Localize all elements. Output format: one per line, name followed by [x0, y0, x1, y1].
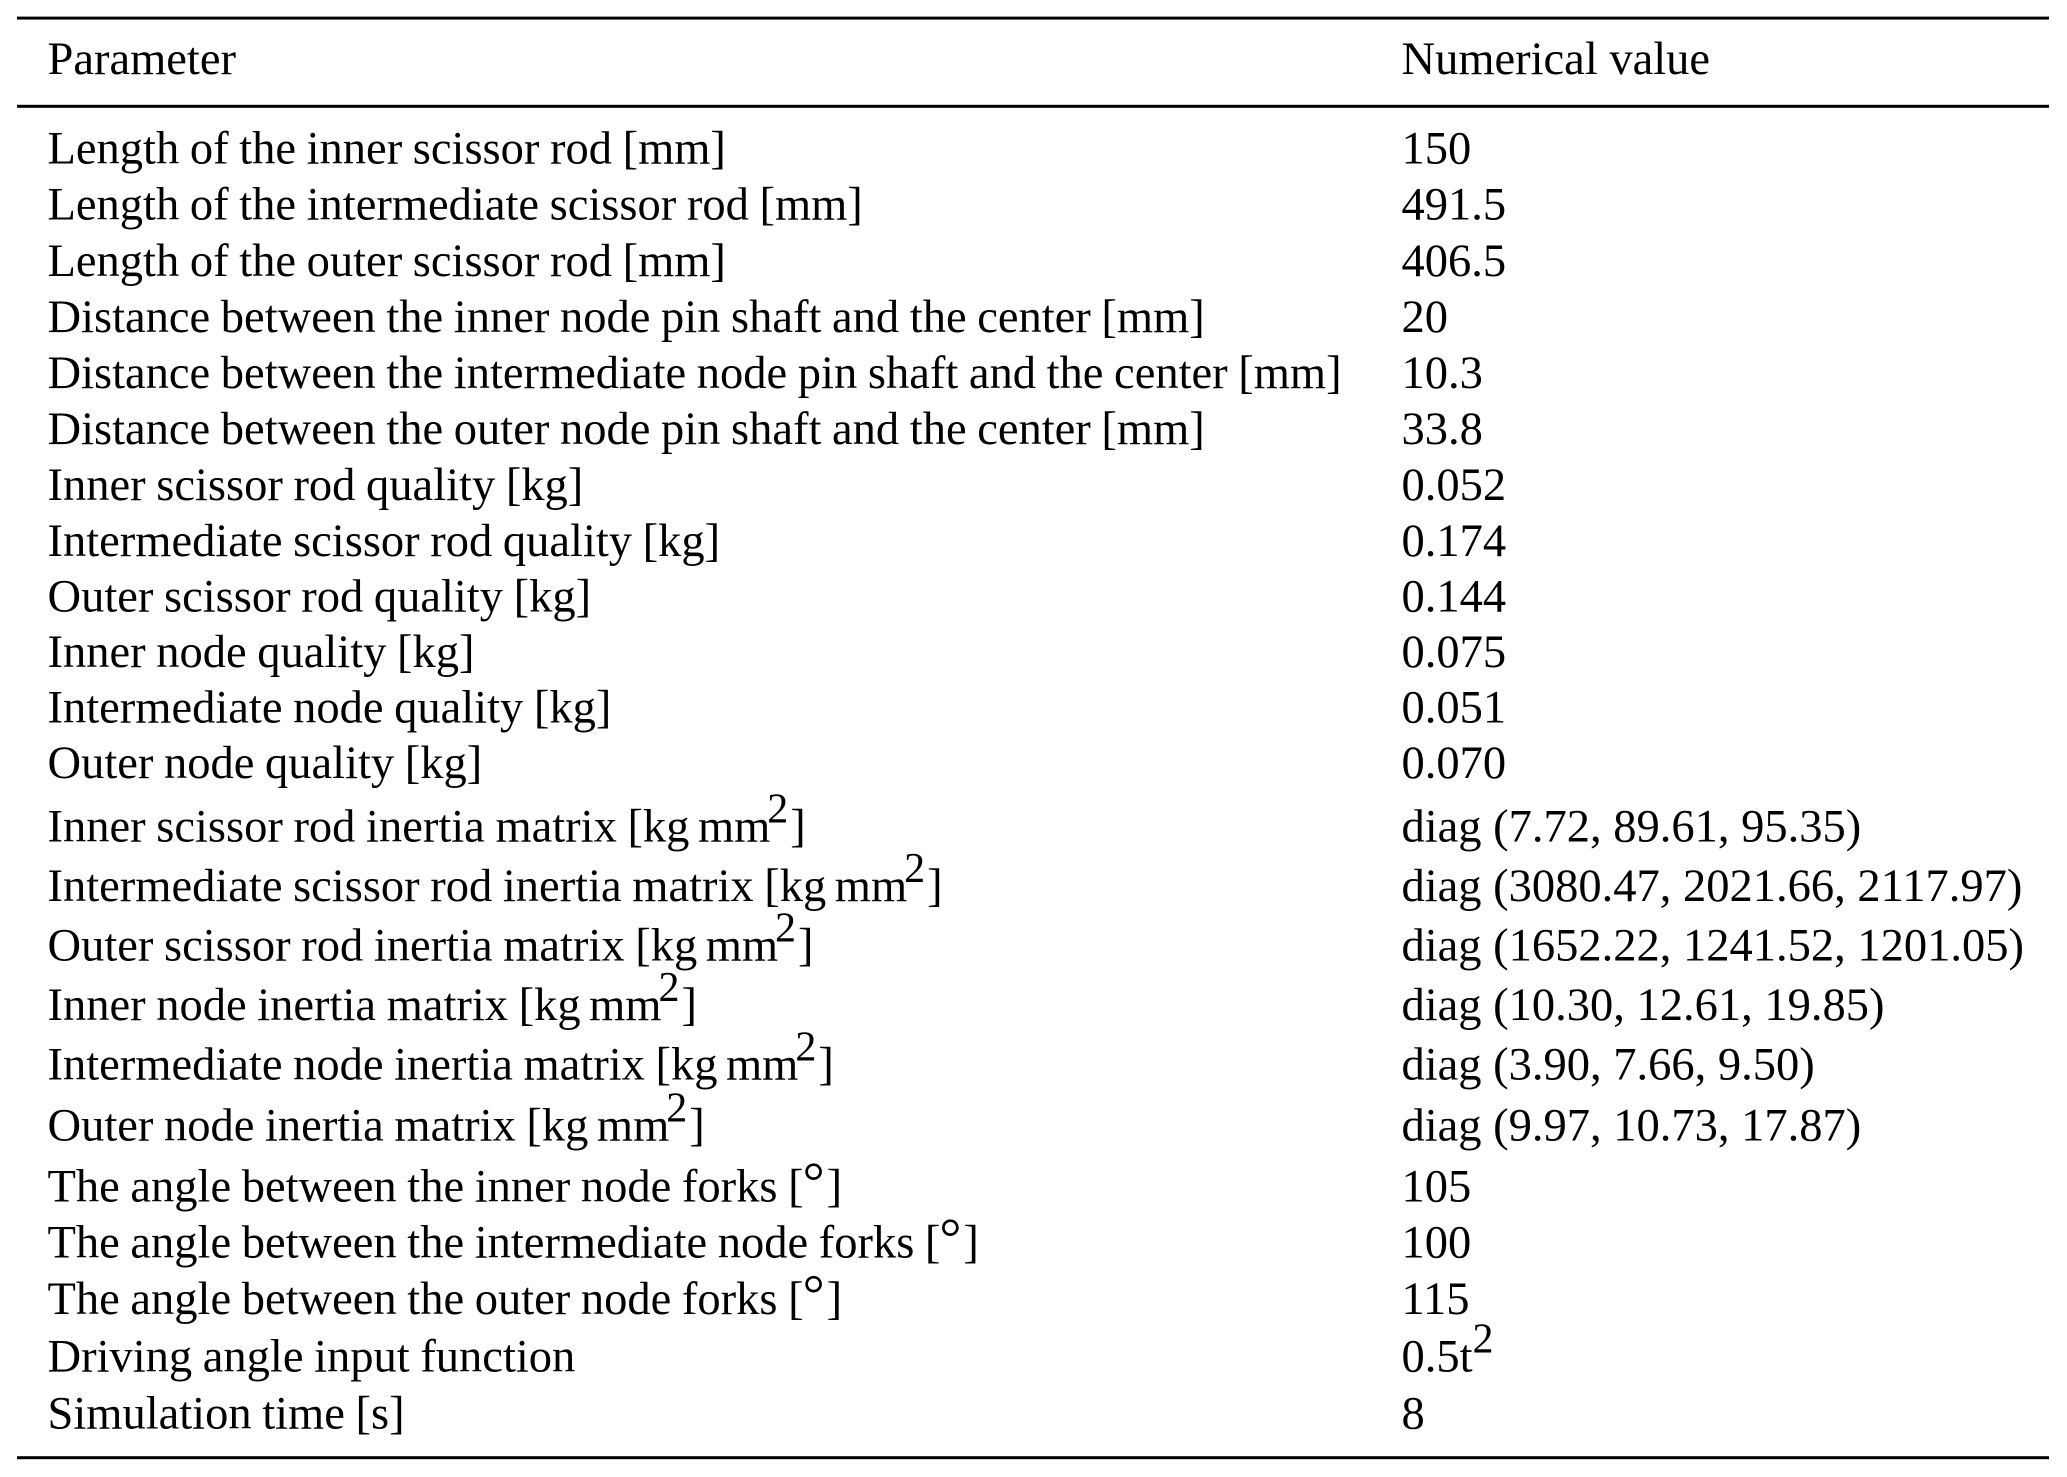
- svg-text:Intermediate scissor rod quali: Intermediate scissor rod quality [kg]: [48, 516, 721, 567]
- svg-text:Driving angle input function: Driving angle input function: [48, 1332, 576, 1383]
- svg-text:10.3: 10.3: [1402, 348, 1483, 399]
- svg-text:Inner scissor rod inertia matr: Inner scissor rod inertia matrix [kg mm2]: [48, 786, 806, 852]
- svg-text:105: 105: [1402, 1161, 1472, 1212]
- svg-text:0.070: 0.070: [1402, 738, 1507, 789]
- svg-text:Distance between the inner nod: Distance between the inner node pin shaf…: [48, 292, 1205, 343]
- svg-text:The angle between the inner no: The angle between the inner node forks […: [48, 1151, 843, 1213]
- svg-text:0.5t2: 0.5t2: [1402, 1317, 1494, 1383]
- svg-text:The angle between the outer no: The angle between the outer node forks […: [48, 1264, 843, 1326]
- svg-text:20: 20: [1402, 292, 1449, 343]
- svg-text:diag (10.30, 12.61, 19.85): diag (10.30, 12.61, 19.85): [1402, 980, 1885, 1031]
- svg-text:33.8: 33.8: [1402, 404, 1483, 455]
- svg-text:diag (1652.22, 1241.52, 1201.0: diag (1652.22, 1241.52, 1201.05): [1402, 921, 2025, 972]
- svg-text:Distance between the intermedi: Distance between the intermediate node p…: [48, 348, 1342, 399]
- svg-text:150: 150: [1402, 123, 1472, 174]
- svg-text:Length of the intermediate sci: Length of the intermediate scissor rod […: [48, 180, 863, 231]
- svg-text:0.051: 0.051: [1402, 683, 1507, 734]
- svg-text:Intermediate node inertia matr: Intermediate node inertia matrix [kg mm2]: [48, 1025, 834, 1091]
- svg-text:Length of the inner scissor ro: Length of the inner scissor rod [mm]: [48, 123, 726, 174]
- svg-text:diag (9.97, 10.73, 17.87): diag (9.97, 10.73, 17.87): [1402, 1100, 1862, 1151]
- svg-text:Intermediate scissor rod inert: Intermediate scissor rod inertia matrix …: [48, 846, 943, 912]
- svg-text:8: 8: [1402, 1388, 1425, 1439]
- svg-text:406.5: 406.5: [1402, 236, 1507, 287]
- svg-text:Inner node quality [kg]: Inner node quality [kg]: [48, 627, 475, 678]
- svg-text:Intermediate node quality [kg]: Intermediate node quality [kg]: [48, 683, 612, 734]
- svg-text:0.052: 0.052: [1402, 460, 1507, 511]
- svg-text:Outer node inertia matrix [kgm: Outer node inertia matrix [kg mm2]: [48, 1085, 705, 1151]
- svg-text:Outer scissor rod inertia matr: Outer scissor rod inertia matrix [kg mm2]: [48, 906, 814, 972]
- svg-text:diag (3080.47, 2021.66, 2117.9: diag (3080.47, 2021.66, 2117.97): [1402, 861, 2023, 912]
- svg-text:The angle between the intermed: The angle between the intermediate node …: [48, 1207, 979, 1269]
- svg-text:100: 100: [1402, 1218, 1472, 1269]
- svg-text:Parameter: Parameter: [48, 34, 237, 85]
- svg-text:Inner node inertia matrix [kgm: Inner node inertia matrix [kg mm2]: [48, 965, 697, 1031]
- svg-text:Length of the outer scissor ro: Length of the outer scissor rod [mm]: [48, 236, 726, 287]
- svg-text:Outer node quality [kg]: Outer node quality [kg]: [48, 738, 483, 789]
- svg-text:Distance between the outer nod: Distance between the outer node pin shaf…: [48, 404, 1205, 455]
- svg-text:Numerical value: Numerical value: [1402, 34, 1711, 85]
- svg-text:diag (7.72, 89.61, 95.35): diag (7.72, 89.61, 95.35): [1402, 801, 1862, 852]
- svg-text:491.5: 491.5: [1402, 180, 1507, 231]
- svg-text:Outer scissor rod quality [kg]: Outer scissor rod quality [kg]: [48, 572, 592, 623]
- svg-text:115: 115: [1402, 1274, 1470, 1325]
- svg-text:0.144: 0.144: [1402, 572, 1507, 623]
- svg-text:0.174: 0.174: [1402, 516, 1507, 567]
- svg-text:Simulation time [s]: Simulation time [s]: [48, 1388, 405, 1439]
- svg-text:0.075: 0.075: [1402, 627, 1507, 678]
- svg-text:Inner scissor rod quality [kg]: Inner scissor rod quality [kg]: [48, 460, 584, 511]
- svg-text:diag (3.90, 7.66, 9.50): diag (3.90, 7.66, 9.50): [1402, 1040, 1815, 1091]
